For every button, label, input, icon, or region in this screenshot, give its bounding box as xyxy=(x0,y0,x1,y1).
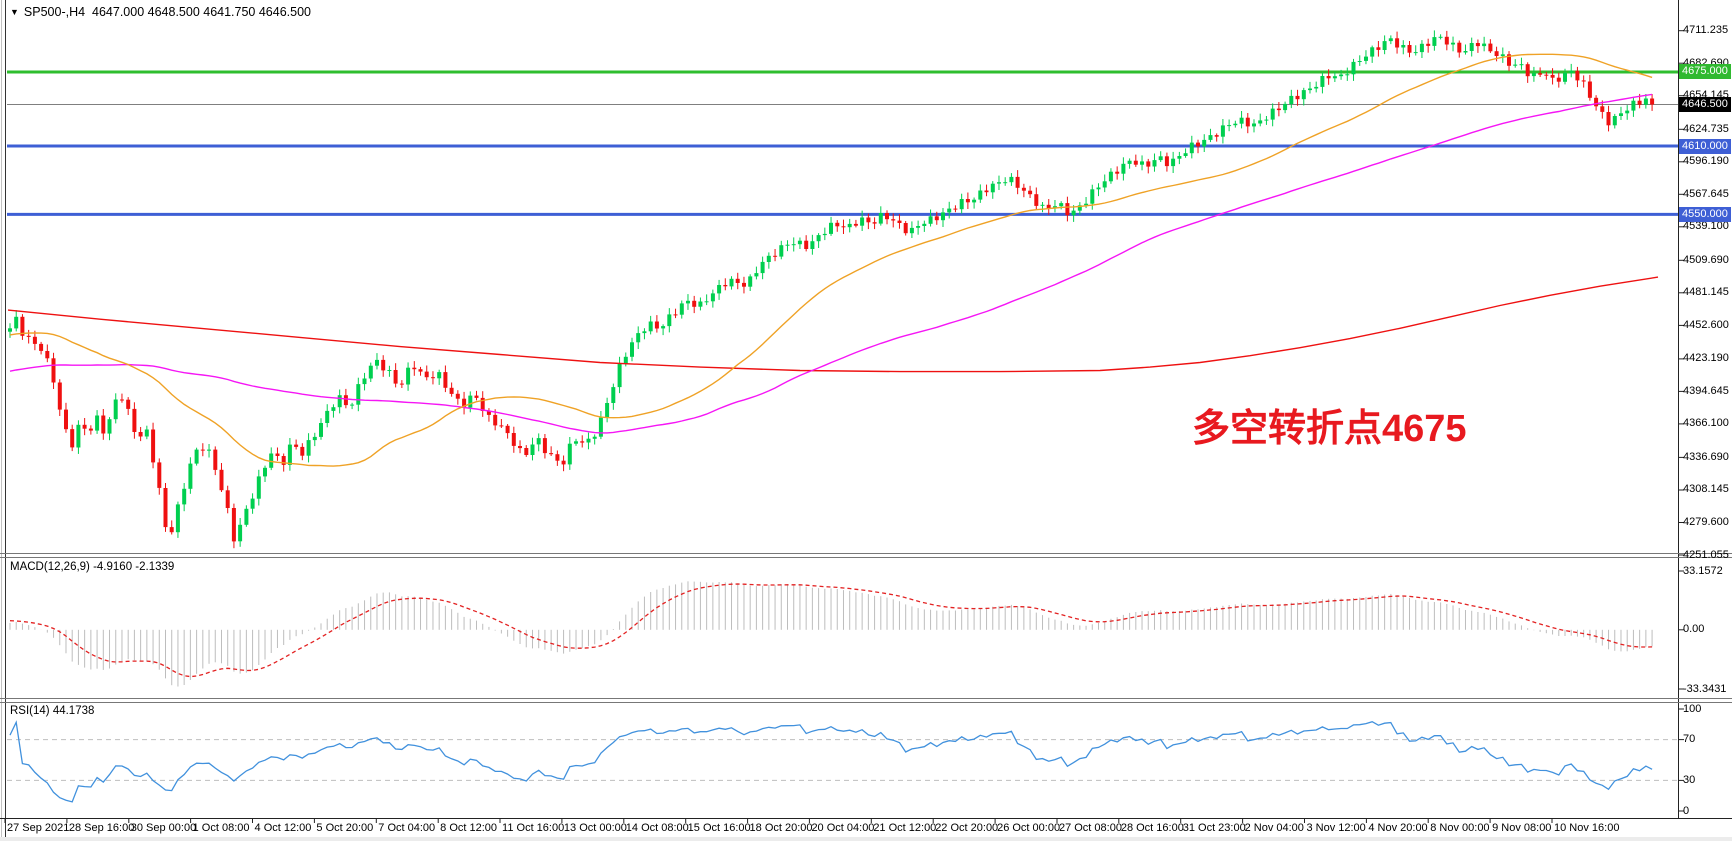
time-tick-label: 26 Oct 00:00 xyxy=(997,822,1061,834)
time-tick-label: 7 Oct 04:00 xyxy=(378,822,436,834)
rsi-tick-label: 0 xyxy=(1683,804,1690,817)
price-tick-label: 4539.100 xyxy=(1683,220,1729,233)
time-tick-label: 1 Oct 08:00 xyxy=(192,822,250,834)
time-tick-label: 10 Nov 16:00 xyxy=(1554,822,1620,834)
time-tick-label: 5 Oct 20:00 xyxy=(316,822,374,834)
price-tick-label: 4423.190 xyxy=(1683,352,1729,365)
price-tick-label: 4567.645 xyxy=(1683,187,1729,200)
time-tick-label: 3 Nov 12:00 xyxy=(1306,822,1366,834)
price-tick-label: 4711.235 xyxy=(1683,24,1729,37)
time-tick-label: 4 Nov 20:00 xyxy=(1368,822,1428,834)
time-tick-label: 13 Oct 00:00 xyxy=(563,822,627,834)
price-tick-label: 4336.690 xyxy=(1683,450,1729,463)
macd-indicator-label: MACD(12,26,9) -4.9160 -2.1339 xyxy=(10,561,175,573)
time-tick-label: 28 Sep 16:00 xyxy=(68,822,135,834)
time-tick-label: 22 Oct 20:00 xyxy=(935,822,999,834)
time-tick-label: 20 Oct 04:00 xyxy=(811,822,875,834)
price-tick-label: 4596.190 xyxy=(1683,155,1729,168)
macd-tick-label: 0.00 xyxy=(1683,623,1705,636)
macd-tick-label: -33.3431 xyxy=(1683,682,1727,695)
rsi-tick-label: 30 xyxy=(1683,773,1696,786)
chart-annotation-text: 多空转折点4675 xyxy=(1192,408,1467,450)
time-tick-label: 28 Oct 16:00 xyxy=(1120,822,1184,834)
price-tick-label: 4308.145 xyxy=(1683,483,1729,496)
time-tick-label: 27 Sep 2021 xyxy=(7,822,70,834)
time-tick-label: 8 Nov 00:00 xyxy=(1430,822,1490,834)
time-tick-label: 18 Oct 20:00 xyxy=(749,822,813,834)
rsi-tick-label: 100 xyxy=(1683,702,1702,715)
chart-title: ▼ SP500-,H4 4647.000 4648.500 4641.750 46… xyxy=(10,5,311,19)
price-tick-label: 4279.600 xyxy=(1683,515,1729,528)
time-tick-label: 21 Oct 12:00 xyxy=(873,822,937,834)
time-tick-label: 14 Oct 08:00 xyxy=(625,822,689,834)
price-tick-label: 4366.100 xyxy=(1683,417,1729,430)
price-level-badge: 4675.000 xyxy=(1679,64,1731,80)
price-level-badge: 4646.500 xyxy=(1679,96,1731,112)
time-tick-label: 27 Oct 08:00 xyxy=(1058,822,1122,834)
time-tick-label: 30 Sep 00:00 xyxy=(130,822,197,834)
price-tick-label: 4481.145 xyxy=(1683,286,1729,299)
symbol-period-label: SP500-,H4 xyxy=(23,5,86,19)
time-tick-label: 2 Nov 04:00 xyxy=(1244,822,1304,834)
time-tick-label: 31 Oct 23:00 xyxy=(1182,822,1246,834)
price-tick-label: 4452.600 xyxy=(1683,318,1729,331)
price-level-badge: 4610.000 xyxy=(1679,138,1731,154)
price-tick-label: 4394.645 xyxy=(1683,384,1729,397)
time-tick-label: 4 Oct 12:00 xyxy=(254,822,312,834)
rsi-indicator-label: RSI(14) 44.1738 xyxy=(10,705,95,717)
price-tick-label: 4509.690 xyxy=(1683,253,1729,266)
price-tick-label: 4251.055 xyxy=(1683,548,1729,561)
rsi-tick-label: 70 xyxy=(1683,733,1696,746)
time-tick-label: 15 Oct 16:00 xyxy=(687,822,751,834)
time-tick-label: 8 Oct 12:00 xyxy=(440,822,498,834)
symbol-dropdown-icon[interactable]: ▼ xyxy=(10,7,19,17)
ohlc-values: 4647.000 4648.500 4641.750 4646.500 xyxy=(92,5,311,19)
macd-tick-label: 33.1572 xyxy=(1683,564,1723,577)
time-tick-label: 11 Oct 16:00 xyxy=(502,822,565,834)
time-tick-label: 9 Nov 08:00 xyxy=(1492,822,1552,834)
price-level-badge: 4550.000 xyxy=(1679,206,1731,222)
price-tick-label: 4624.735 xyxy=(1683,122,1729,135)
